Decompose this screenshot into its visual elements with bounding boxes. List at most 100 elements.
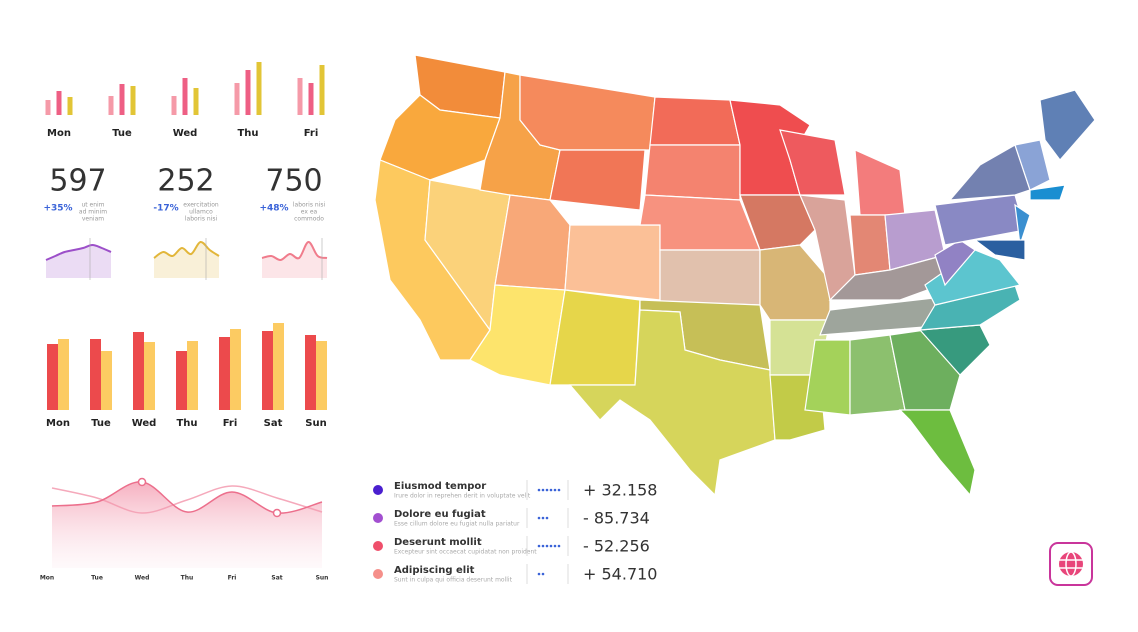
dot bbox=[541, 488, 545, 492]
state bbox=[759, 244, 831, 321]
bar bbox=[56, 91, 62, 115]
legend-subtitle: Sunt in culpa qui officia deserunt molli… bbox=[394, 577, 513, 584]
x-tick-label: Wed bbox=[135, 575, 150, 582]
dot bbox=[557, 544, 561, 548]
sparkline-area bbox=[154, 241, 219, 278]
x-tick-label: Tue bbox=[91, 575, 103, 582]
x-tick-label: Fri bbox=[223, 418, 238, 429]
stat-note: ad minim bbox=[79, 209, 107, 216]
stat-change: +35% bbox=[43, 204, 72, 214]
bar bbox=[108, 96, 114, 115]
bar bbox=[308, 83, 314, 115]
state bbox=[549, 149, 646, 211]
bar bbox=[230, 329, 241, 410]
legend-dot bbox=[373, 513, 383, 523]
stat-note: exercitation bbox=[183, 202, 219, 209]
legend-dot bbox=[373, 569, 383, 579]
stat-note: commodo bbox=[294, 216, 324, 223]
bar bbox=[67, 97, 73, 115]
legend-value: + 32.158 bbox=[583, 481, 657, 500]
state bbox=[564, 224, 661, 301]
stat-change: +48% bbox=[259, 204, 288, 214]
globe-icon[interactable] bbox=[1049, 542, 1093, 586]
legend-subtitle: Irure dolor in reprehen derit in volupta… bbox=[394, 493, 531, 500]
x-tick-label: Thu bbox=[181, 575, 194, 582]
legend-value: - 52.256 bbox=[583, 537, 650, 556]
bar bbox=[119, 84, 125, 115]
dot bbox=[537, 488, 541, 492]
bar bbox=[171, 96, 177, 115]
bar bbox=[176, 351, 187, 410]
bar bbox=[262, 331, 273, 410]
dot bbox=[545, 544, 549, 548]
bar bbox=[316, 341, 327, 410]
bar bbox=[245, 70, 251, 115]
stat-note: ullamco bbox=[189, 209, 213, 216]
stat-note: laboris nisi bbox=[185, 216, 218, 223]
bar bbox=[319, 65, 325, 115]
stat-value: 597 bbox=[49, 164, 106, 199]
stat-value: 252 bbox=[157, 164, 214, 199]
legend-title: Eiusmod tempor bbox=[394, 481, 486, 492]
bar bbox=[234, 83, 240, 115]
state bbox=[973, 239, 1026, 261]
sparkline bbox=[153, 240, 220, 259]
dot bbox=[549, 488, 553, 492]
bar bbox=[187, 341, 198, 410]
legend-title: Deserunt mollit bbox=[394, 537, 482, 548]
state bbox=[849, 214, 891, 276]
line bbox=[51, 485, 323, 514]
state bbox=[649, 96, 741, 146]
state bbox=[1014, 139, 1051, 191]
stat-note: laboris nisi bbox=[293, 202, 326, 209]
sparkline bbox=[45, 243, 112, 261]
state bbox=[659, 249, 761, 306]
legend-title: Dolore eu fugiat bbox=[394, 509, 486, 520]
x-tick-label: Tue bbox=[91, 418, 111, 429]
state bbox=[739, 194, 816, 251]
bar bbox=[193, 88, 199, 115]
sparkline-area bbox=[262, 241, 327, 278]
x-tick-label: Sat bbox=[271, 575, 282, 582]
bar bbox=[58, 339, 69, 410]
bar bbox=[130, 86, 136, 115]
x-tick-label: Sat bbox=[264, 418, 283, 429]
bar bbox=[297, 78, 303, 115]
point bbox=[137, 477, 147, 487]
x-tick-label: Fri bbox=[228, 575, 237, 582]
bar bbox=[219, 337, 230, 410]
x-tick-label: Mon bbox=[47, 128, 71, 139]
state bbox=[379, 94, 501, 181]
dot bbox=[541, 544, 545, 548]
bar bbox=[273, 323, 284, 410]
bar bbox=[45, 100, 51, 115]
stat-note: ex ea bbox=[301, 209, 318, 216]
legend-subtitle: Excepteur sint occaecat cupidatat non pr… bbox=[394, 549, 537, 556]
x-tick-label: Tue bbox=[112, 128, 132, 139]
bar bbox=[47, 344, 58, 410]
state bbox=[934, 194, 1026, 246]
bar bbox=[101, 351, 112, 410]
state bbox=[889, 329, 961, 411]
bar bbox=[305, 335, 316, 410]
dot bbox=[553, 544, 557, 548]
x-tick-label: Wed bbox=[173, 128, 198, 139]
x-tick-label: Mon bbox=[40, 575, 54, 582]
state bbox=[519, 74, 656, 151]
legend-subtitle: Esse cillum dolore eu fugiat nulla paria… bbox=[394, 521, 520, 528]
legend-title: Adipiscing elit bbox=[394, 565, 475, 576]
dot bbox=[541, 572, 545, 576]
state bbox=[934, 239, 976, 287]
legend-value: - 85.734 bbox=[583, 509, 650, 528]
dot bbox=[549, 544, 553, 548]
dot bbox=[545, 488, 549, 492]
point bbox=[272, 508, 282, 518]
state bbox=[898, 409, 976, 497]
state bbox=[1014, 203, 1031, 246]
dot bbox=[545, 516, 549, 520]
bar bbox=[256, 62, 262, 115]
legend-dot bbox=[373, 485, 383, 495]
x-tick-label: Sun bbox=[305, 418, 326, 429]
stat-note: ut enim bbox=[81, 202, 104, 209]
